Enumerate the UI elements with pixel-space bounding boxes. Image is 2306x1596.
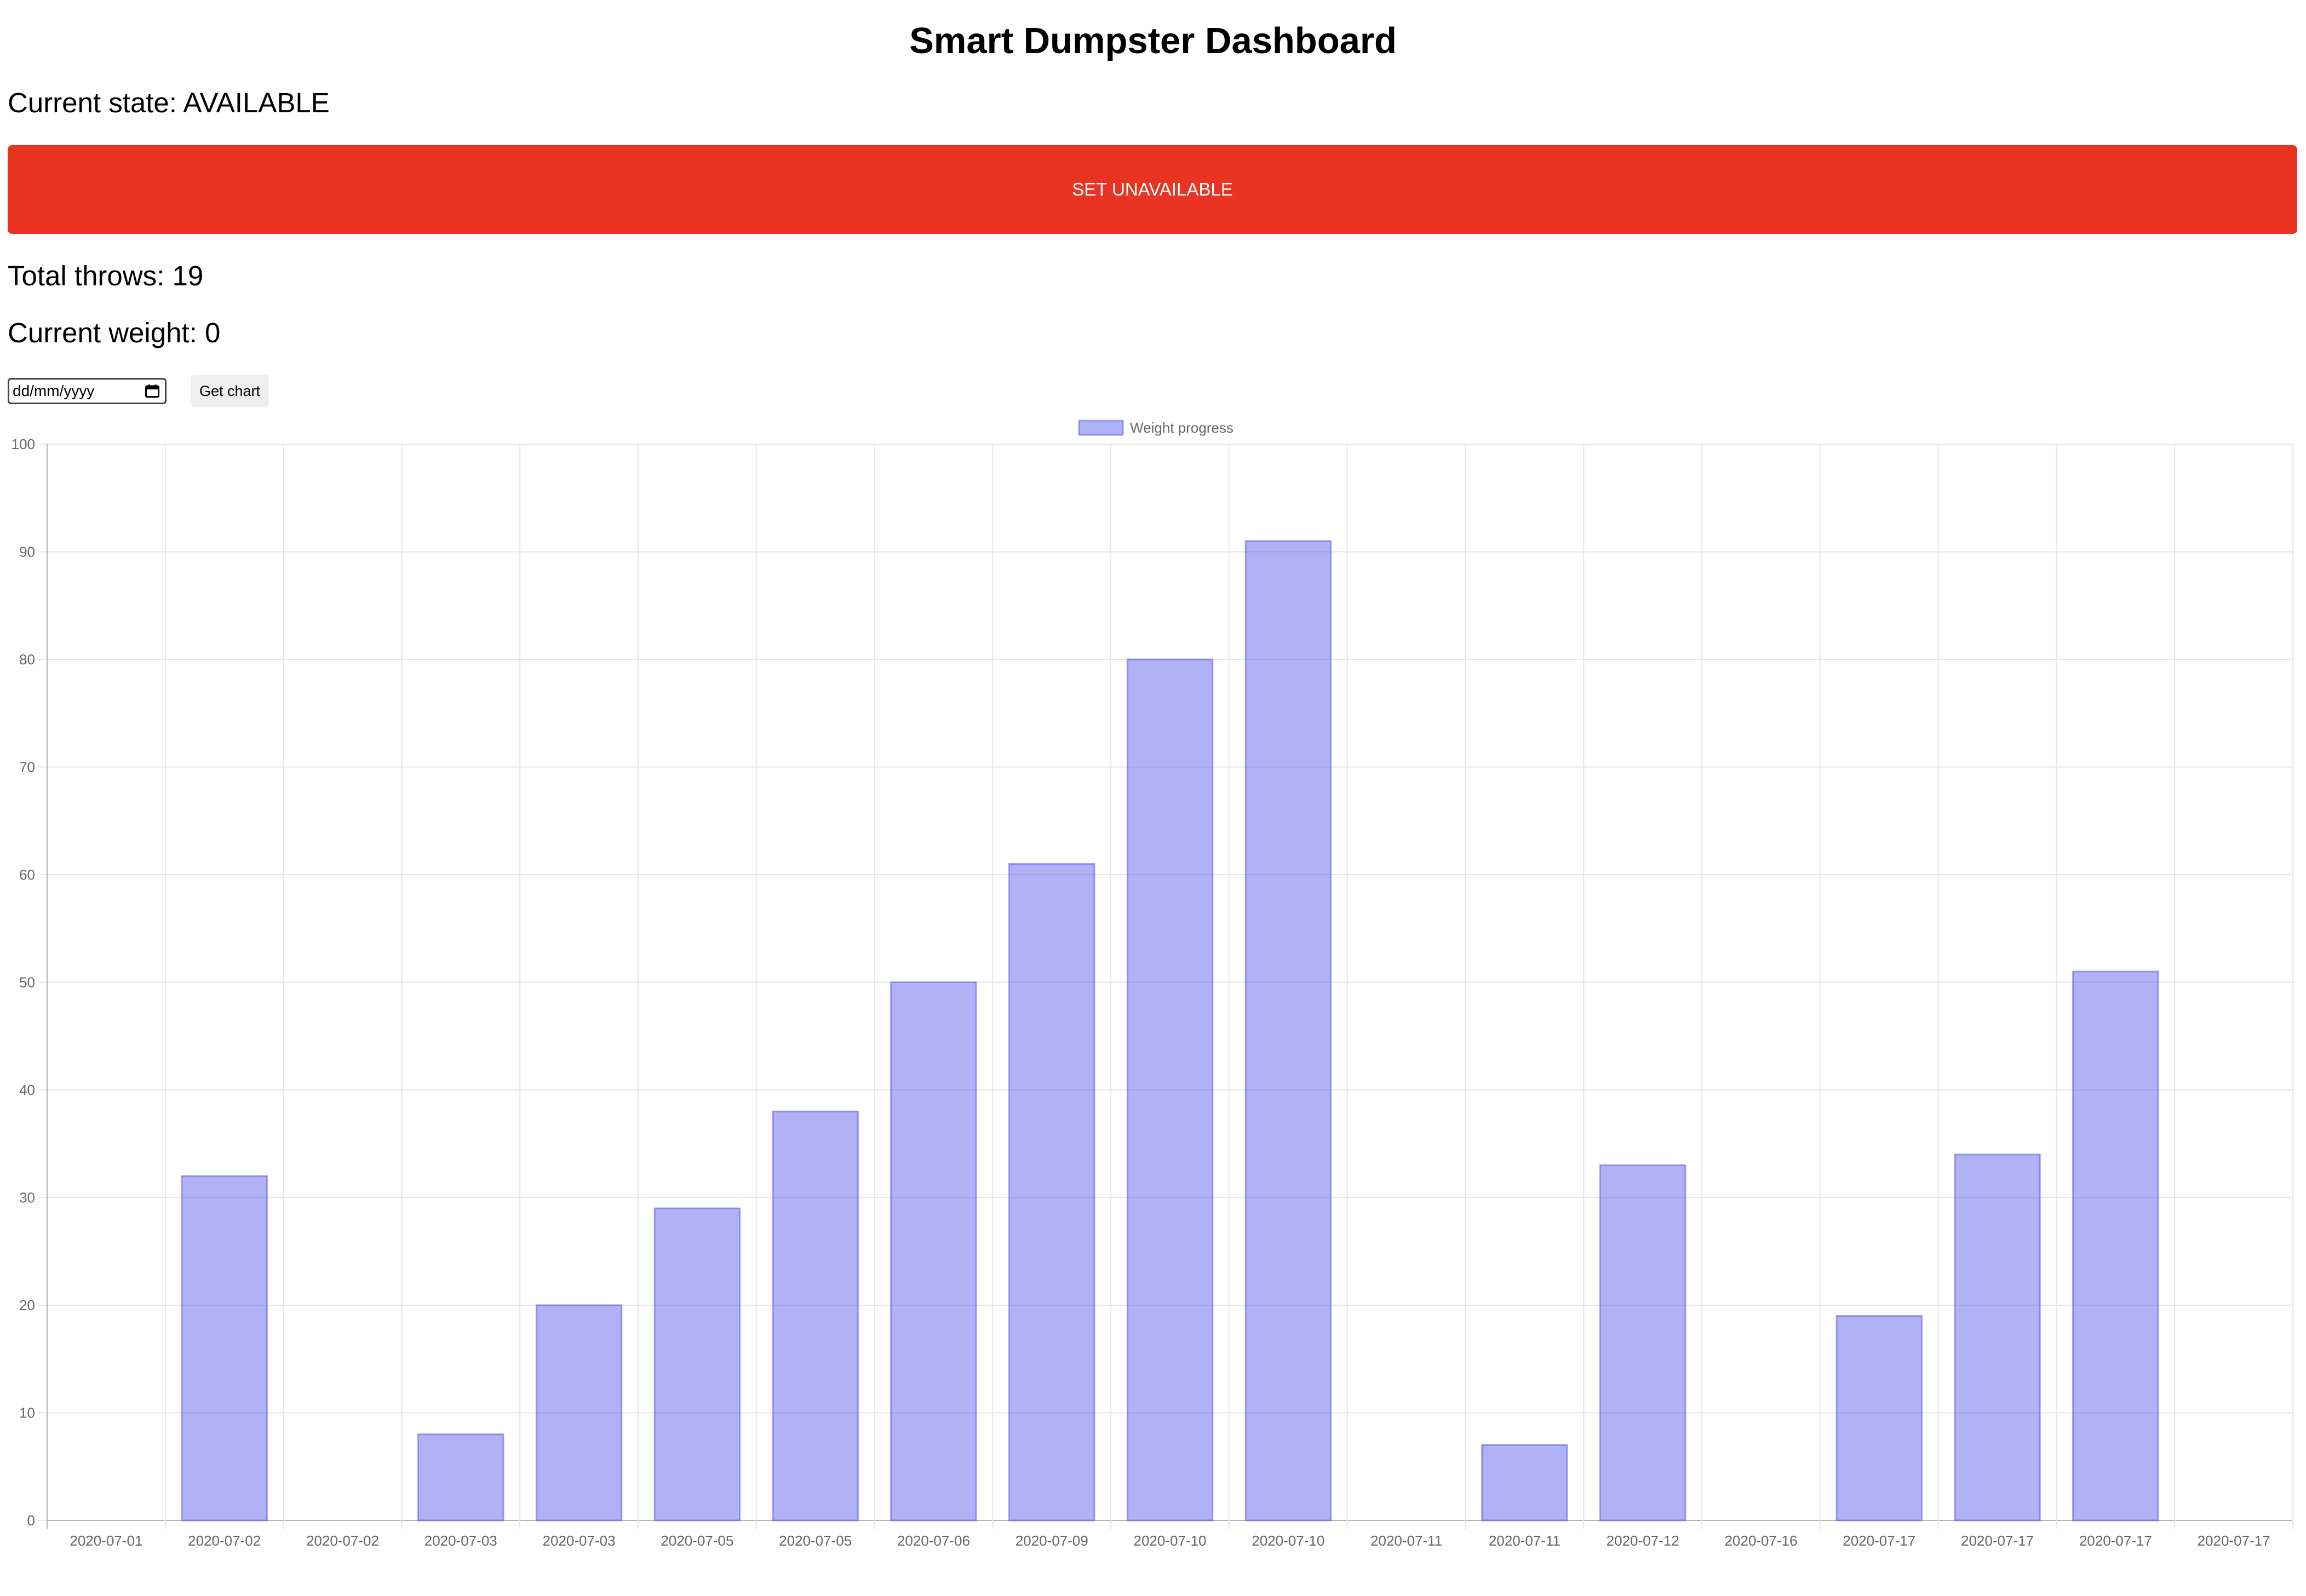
date-input[interactable]: dd/mm/yyyy [8,378,167,404]
bar [181,1175,268,1522]
x-tick-label: 2020-07-16 [1724,1532,1797,1549]
y-tick-label: 40 [19,1082,35,1098]
y-tick-label: 80 [19,651,35,668]
bar [535,1304,623,1522]
legend-label: Weight progress [1130,420,1234,436]
x-tick-label: 2020-07-02 [188,1532,261,1549]
bar [1126,658,1214,1522]
x-tick-label: 2020-07-17 [1843,1532,1915,1549]
bar [2072,971,2159,1522]
bar [417,1433,504,1522]
x-tick-label: 2020-07-12 [1607,1532,1679,1549]
bar [1008,863,1095,1522]
y-tick-label: 70 [19,759,35,776]
y-tick-label: 10 [19,1405,35,1421]
current-weight-value: 0 [205,317,221,348]
date-placeholder: dd/mm/yyyy [13,382,95,399]
y-tick-label: 50 [19,974,35,991]
y-tick-label: 100 [12,436,35,452]
y-tick-label: 0 [27,1512,35,1529]
bar [1835,1315,1923,1522]
current-weight-label: Current weight: [8,317,197,348]
total-throws-value: 19 [172,260,204,291]
x-tick-label: 2020-07-11 [1370,1532,1442,1549]
bar [1244,540,1332,1522]
legend-swatch [1078,420,1124,436]
x-tick-label: 2020-07-03 [543,1532,616,1549]
bar [1954,1153,2041,1522]
x-tick-label: 2020-07-09 [1016,1532,1088,1549]
page-title: Smart Dumpster Dashboard [909,20,1397,61]
x-tick-label: 2020-07-17 [2079,1532,2152,1549]
x-tick-label: 2020-07-03 [425,1532,497,1549]
x-tick-label: 2020-07-06 [897,1532,970,1549]
current-state-line: Current state: AVAILABLE [8,85,330,120]
x-tick-label: 2020-07-01 [70,1532,142,1549]
set-unavailable-button[interactable]: SET UNAVAILABLE [8,145,2297,234]
x-tick-label: 2020-07-05 [779,1532,852,1549]
bar [653,1207,741,1522]
calendar-icon[interactable] [145,384,159,398]
y-tick-label: 60 [19,866,35,883]
x-tick-label: 2020-07-10 [1252,1532,1324,1549]
bar [1599,1164,1687,1522]
x-tick-label: 2020-07-05 [661,1532,733,1549]
current-state-label: Current state: [8,87,177,118]
weight-progress-chart: 0 10 20 30 40 50 60 70 80 90 100 2020-07-01 2020-07-… [12,420,2293,1549]
x-tick-label: 2020-07-10 [1134,1532,1207,1549]
x-tick-label: 2020-07-11 [1489,1532,1561,1549]
total-throws-label: Total throws: [8,260,165,291]
bar [772,1110,859,1522]
bar [1481,1444,1568,1522]
y-tick-label: 90 [19,544,35,560]
total-throws-line: Total throws: 19 [8,259,203,294]
x-tick-label: 2020-07-17 [1961,1532,2034,1549]
x-tick-label: 2020-07-17 [2198,1532,2270,1549]
current-state-value: AVAILABLE [183,87,330,118]
y-tick-label: 20 [19,1297,35,1313]
y-tick-label: 30 [19,1190,35,1206]
bar [890,981,977,1522]
x-tick-label: 2020-07-02 [306,1532,379,1549]
get-chart-button[interactable]: Get chart [191,375,269,407]
current-weight-line: Current weight: 0 [8,315,220,351]
